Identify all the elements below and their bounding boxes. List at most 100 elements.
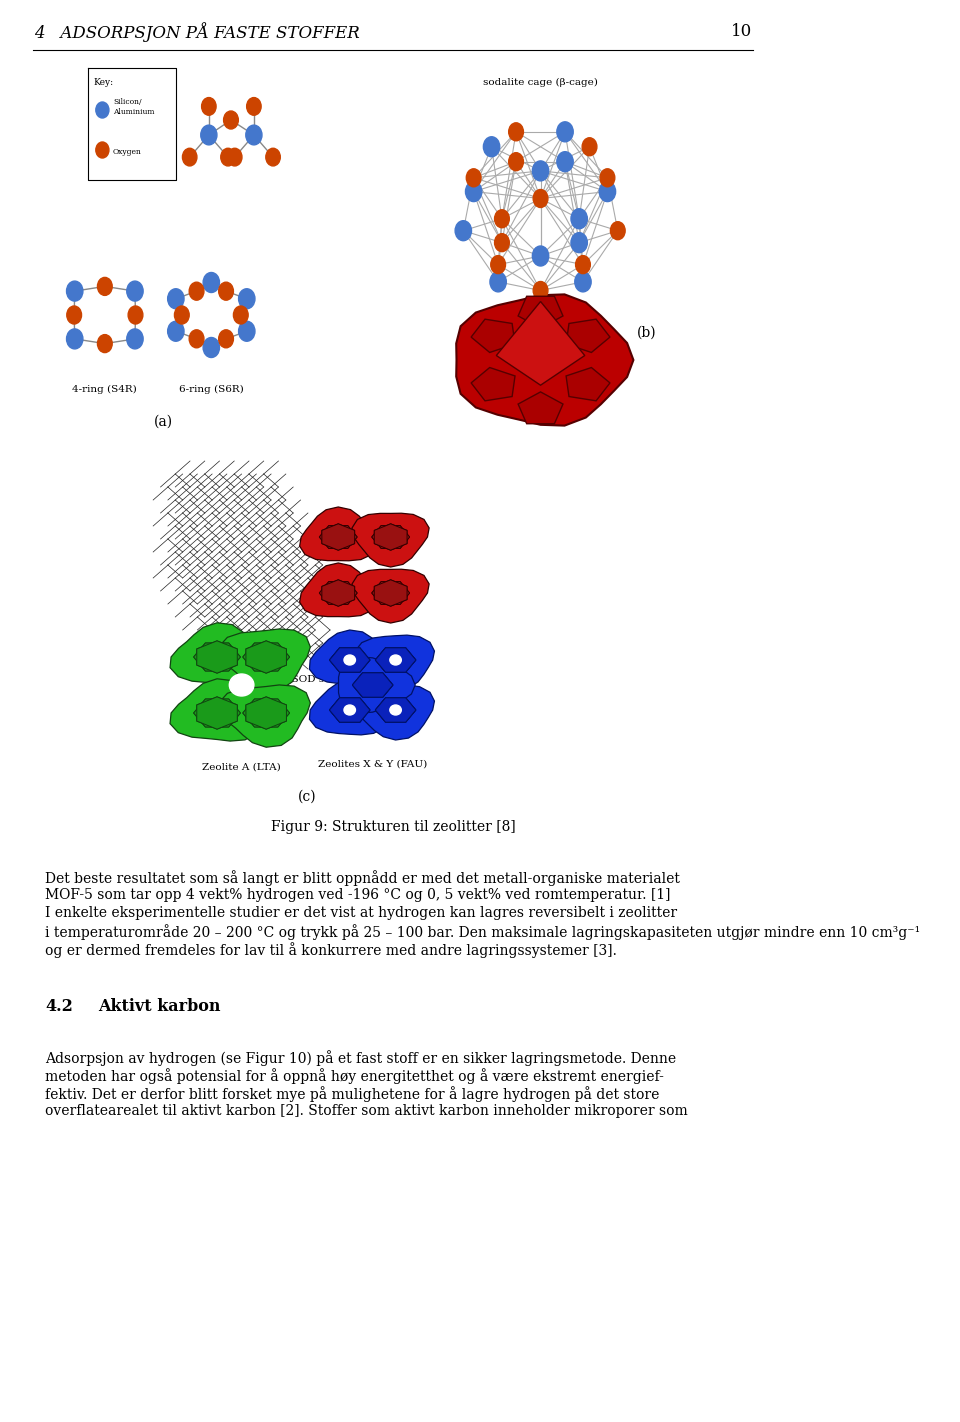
Polygon shape [243, 700, 290, 727]
Polygon shape [322, 580, 354, 606]
Polygon shape [352, 673, 393, 697]
Polygon shape [194, 643, 240, 671]
Polygon shape [219, 629, 310, 691]
Circle shape [98, 277, 112, 296]
Text: 10: 10 [731, 24, 752, 40]
Polygon shape [197, 697, 237, 729]
Circle shape [168, 321, 184, 341]
Polygon shape [566, 367, 610, 401]
Polygon shape [329, 698, 370, 722]
Ellipse shape [344, 705, 355, 715]
Polygon shape [352, 673, 393, 697]
Text: (a): (a) [155, 415, 174, 429]
Circle shape [266, 148, 280, 166]
Text: Det beste resultatet som så langt er blitt oppnådd er med det metall-organiske m: Det beste resultatet som så langt er bli… [45, 870, 680, 886]
Polygon shape [329, 698, 370, 722]
Circle shape [533, 282, 548, 300]
Polygon shape [329, 698, 370, 722]
Circle shape [557, 122, 573, 142]
Circle shape [219, 330, 233, 348]
Polygon shape [246, 697, 286, 729]
Circle shape [571, 233, 588, 253]
Text: Aktivt karbon: Aktivt karbon [98, 998, 221, 1015]
Circle shape [127, 282, 143, 301]
Circle shape [491, 256, 506, 273]
Polygon shape [355, 636, 435, 690]
Polygon shape [243, 700, 290, 727]
Polygon shape [309, 630, 389, 685]
Polygon shape [170, 678, 261, 741]
Circle shape [66, 282, 83, 301]
Polygon shape [374, 523, 407, 550]
Polygon shape [197, 697, 237, 729]
Polygon shape [352, 569, 429, 623]
Circle shape [204, 337, 220, 357]
Text: 4   ADSORPSJON PÅ FASTE STOFFER: 4 ADSORPSJON PÅ FASTE STOFFER [35, 23, 360, 43]
Circle shape [202, 98, 216, 115]
Circle shape [239, 289, 255, 309]
Text: Zeolites X & Y (FAU): Zeolites X & Y (FAU) [318, 759, 427, 769]
Polygon shape [496, 301, 585, 385]
Text: Oxygen: Oxygen [113, 148, 142, 156]
Polygon shape [329, 698, 370, 722]
Polygon shape [329, 648, 370, 673]
Circle shape [182, 148, 197, 166]
Text: overflatearealet til aktivt karbon [2]. Stoffer som aktivt karbon inneholder mik: overflatearealet til aktivt karbon [2]. … [45, 1103, 687, 1118]
Text: 4.2: 4.2 [45, 998, 73, 1015]
Polygon shape [375, 648, 416, 673]
Polygon shape [322, 580, 354, 606]
Circle shape [98, 334, 112, 353]
Circle shape [467, 169, 481, 186]
Circle shape [67, 306, 82, 324]
Ellipse shape [229, 674, 253, 695]
Polygon shape [322, 523, 354, 550]
Circle shape [219, 282, 233, 300]
Polygon shape [374, 523, 407, 550]
Circle shape [189, 282, 204, 300]
Circle shape [455, 220, 471, 240]
Circle shape [571, 209, 588, 229]
Text: Sodalite (SOD structure type): Sodalite (SOD structure type) [241, 675, 398, 684]
Text: Zeolite A (LTA): Zeolite A (LTA) [203, 764, 281, 772]
Polygon shape [309, 680, 389, 735]
Text: og er dermed fremdeles for lav til å konkurrere med andre lagringssystemer [3].: og er dermed fremdeles for lav til å kon… [45, 941, 617, 958]
Circle shape [228, 148, 242, 166]
Circle shape [509, 152, 523, 171]
Polygon shape [246, 697, 286, 729]
Polygon shape [372, 526, 410, 549]
Polygon shape [375, 698, 416, 722]
Circle shape [490, 272, 506, 292]
Text: Figur 9: Strukturen til zeolitter [8]: Figur 9: Strukturen til zeolitter [8] [271, 820, 516, 833]
Polygon shape [352, 673, 393, 697]
Polygon shape [329, 648, 370, 673]
Circle shape [246, 125, 262, 145]
Text: MOF-5 som tar opp 4 vekt% hydrogen ved -196 °C og 0, 5 vekt% ved romtemperatur. : MOF-5 som tar opp 4 vekt% hydrogen ved -… [45, 887, 670, 902]
Polygon shape [320, 526, 357, 549]
Polygon shape [375, 648, 416, 673]
Circle shape [533, 189, 548, 208]
Circle shape [127, 328, 143, 348]
Polygon shape [194, 700, 240, 727]
Text: 6-ring (S6R): 6-ring (S6R) [179, 385, 244, 394]
Text: sodalite cage (β-cage): sodalite cage (β-cage) [483, 78, 598, 87]
Polygon shape [197, 641, 237, 673]
Ellipse shape [344, 656, 355, 665]
Polygon shape [246, 641, 286, 673]
Circle shape [599, 182, 615, 202]
Polygon shape [375, 648, 416, 673]
Circle shape [509, 122, 523, 141]
Polygon shape [320, 526, 357, 549]
Circle shape [611, 222, 625, 240]
Ellipse shape [390, 656, 401, 665]
Polygon shape [194, 700, 240, 727]
Circle shape [168, 289, 184, 309]
Circle shape [96, 102, 108, 118]
Text: metoden har også potensial for å oppnå høy energitetthet og å være ekstremt ener: metoden har også potensial for å oppnå h… [45, 1068, 664, 1084]
Circle shape [557, 152, 573, 172]
Circle shape [96, 142, 108, 158]
Circle shape [466, 182, 482, 202]
Ellipse shape [390, 705, 401, 715]
Text: i temperaturområde 20 – 200 °C og trykk på 25 – 100 bar. Den maksimale lagringsk: i temperaturområde 20 – 200 °C og trykk … [45, 924, 921, 940]
Polygon shape [375, 648, 416, 673]
Polygon shape [375, 698, 416, 722]
